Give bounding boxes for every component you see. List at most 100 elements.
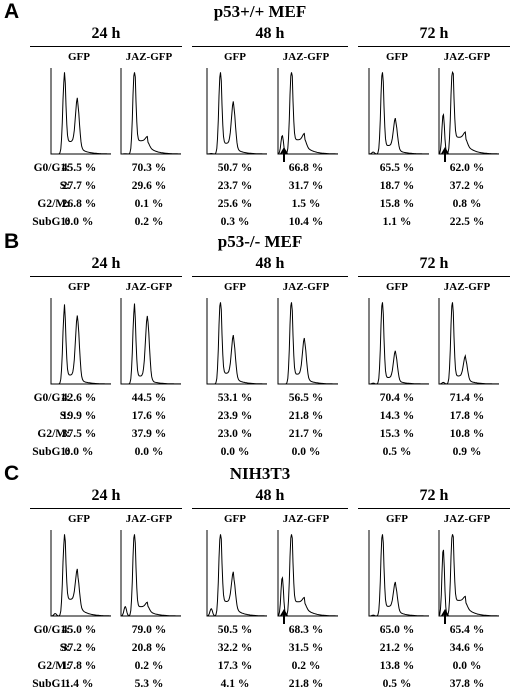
phase-value: 0.5 % [382, 446, 412, 458]
condition-label: GFP [224, 513, 246, 525]
histogram-trace [369, 302, 430, 385]
condition-label: GFP [386, 51, 408, 63]
timepoint-rule [358, 508, 510, 509]
histogram-axes [120, 68, 181, 155]
histogram-trace [438, 534, 499, 617]
subg1-arrow-icon [441, 147, 449, 162]
subg1-arrow-icon [441, 609, 449, 624]
histogram [206, 68, 267, 155]
phase-value: 23.0 % [217, 428, 253, 440]
phase-value: 68.3 % [288, 624, 324, 636]
phase-value: 18.7 % [379, 180, 415, 192]
phase-value: 0.8 % [452, 198, 482, 210]
phase-label: SubG1: [32, 216, 70, 228]
phase-value: 0.0 % [452, 660, 482, 672]
phase-value: 31.5 % [288, 642, 324, 654]
condition-label: GFP [386, 281, 408, 293]
phase-label: S: [59, 642, 70, 654]
histogram-trace [278, 302, 338, 385]
histogram [438, 298, 499, 385]
condition-label: GFP [68, 513, 90, 525]
histogram-axes [368, 68, 429, 155]
panel-title: p53-/- MEF [217, 232, 303, 251]
histogram-trace [439, 302, 499, 385]
phase-value: 65.5 % [379, 162, 415, 174]
phase-value: 45.0 % [61, 624, 97, 636]
phase-value: 17.8 % [61, 660, 97, 672]
histogram-trace [206, 534, 267, 617]
subg1-arrow-icon [280, 609, 288, 624]
timepoint-label: 48 h [255, 255, 285, 272]
phase-value: 25.6 % [217, 198, 253, 210]
timepoint-label: 48 h [255, 25, 285, 42]
timepoint-label: 72 h [419, 487, 449, 504]
histogram-axes [438, 530, 499, 617]
histogram-trace [121, 303, 181, 385]
timepoint-rule [30, 46, 182, 47]
condition-label: GFP [386, 513, 408, 525]
panel-c: C NIH3T3 24 h 48 h 72 h GFP JAZ-GFP GFP JAZ-GFP G… [0, 462, 520, 692]
timepoint-rule [30, 276, 182, 277]
timepoint-label: 24 h [91, 487, 121, 504]
subg1-arrow-icon [280, 147, 288, 162]
condition-label: JAZ-GFP [443, 51, 491, 63]
timepoint-label: 72 h [419, 25, 449, 42]
panel-title: NIH3T3 [229, 464, 291, 483]
phase-value: 23.9 % [217, 410, 253, 422]
histogram-axes [277, 68, 338, 155]
phase-value: 32.2 % [217, 642, 253, 654]
histogram [368, 298, 430, 385]
histogram [277, 530, 338, 624]
phase-value: 66.8 % [288, 162, 324, 174]
phase-value: 17.3 % [217, 660, 253, 672]
phase-label: G2/M: [37, 660, 70, 672]
histogram-axes [438, 298, 499, 385]
histogram [50, 298, 111, 385]
phase-value: 65.0 % [379, 624, 415, 636]
phase-value: 42.6 % [61, 392, 97, 404]
phase-value: 0.1 % [134, 198, 164, 210]
condition-label: JAZ-GFP [125, 281, 173, 293]
phase-value: 1.5 % [291, 198, 321, 210]
timepoint-label: 24 h [91, 25, 121, 42]
phase-label: S: [59, 180, 70, 192]
phase-label: G0/G1: [33, 392, 70, 404]
phase-value: 37.5 % [61, 428, 97, 440]
histogram-trace [50, 534, 111, 617]
phase-value: 0.0 % [64, 216, 94, 228]
phase-value: 10.8 % [449, 428, 485, 440]
phase-label: SubG1: [32, 446, 70, 458]
phase-value: 70.4 % [379, 392, 415, 404]
histogram-trace [120, 534, 181, 617]
phase-value: 14.3 % [379, 410, 415, 422]
phase-value: 27.7 % [61, 180, 97, 192]
phase-value: 71.4 % [449, 392, 485, 404]
condition-label: JAZ-GFP [443, 281, 491, 293]
phase-value: 20.8 % [131, 642, 167, 654]
histogram [277, 68, 338, 162]
panel-letter: A [4, 0, 20, 23]
phase-value: 79.0 % [131, 624, 167, 636]
histogram [206, 298, 267, 385]
phase-value: 56.5 % [288, 392, 324, 404]
condition-label: GFP [68, 51, 90, 63]
phase-value: 70.3 % [131, 162, 167, 174]
phase-value: 5.3 % [134, 678, 164, 690]
phase-value: 0.9 % [452, 446, 482, 458]
phase-value: 0.2 % [134, 216, 164, 228]
panel-letter: B [4, 230, 20, 253]
histogram [368, 68, 429, 155]
timepoint-rule [192, 46, 348, 47]
histogram-trace [51, 72, 111, 155]
phase-value: 53.1 % [217, 392, 253, 404]
phase-label: G2/M: [37, 428, 70, 440]
condition-label: JAZ-GFP [282, 281, 330, 293]
histogram-trace [368, 72, 429, 155]
condition-label: JAZ-GFP [125, 513, 173, 525]
phase-value: 0.0 % [64, 446, 94, 458]
phase-value: 0.5 % [382, 678, 412, 690]
condition-label: JAZ-GFP [443, 513, 491, 525]
condition-label: GFP [224, 281, 246, 293]
phase-value: 37.9 % [131, 428, 167, 440]
